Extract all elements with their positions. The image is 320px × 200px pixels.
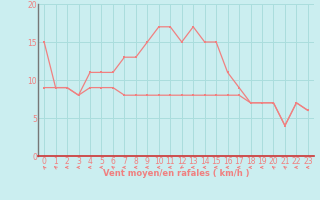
X-axis label: Vent moyen/en rafales ( km/h ): Vent moyen/en rafales ( km/h )	[103, 169, 249, 178]
